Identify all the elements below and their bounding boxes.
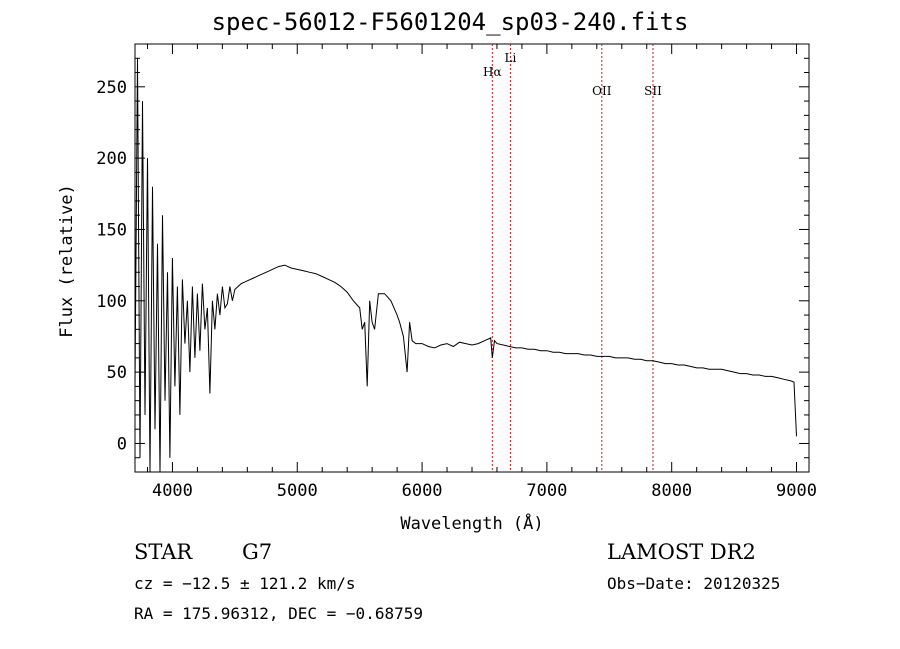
x-tick-label: 8000 [651, 481, 692, 501]
spectral-line-label: Li [505, 51, 517, 65]
observation-date: Obs−Date: 20120325 [607, 574, 781, 593]
y-tick-labels: 0 50 100 150 200 250 [96, 78, 127, 455]
y-tick-label: 100 [96, 292, 127, 312]
chart-title: spec-56012-F5601204_sp03-240.fits [211, 8, 689, 36]
redshift-info: cz = −12.5 ± 121.2 km/s [134, 574, 356, 593]
y-tick-label: 0 [117, 434, 127, 454]
object-subclass: G7 [242, 540, 273, 564]
spectral-line-label: Hα [483, 65, 502, 79]
spectral-line-label: OII [592, 84, 612, 98]
survey-name: LAMOST DR2 [607, 540, 756, 564]
y-tick-label: 200 [96, 149, 127, 169]
x-tick-labels: 4000 5000 6000 7000 8000 9000 [152, 481, 817, 501]
spectral-line-markers [491, 44, 654, 472]
object-class: STAR [134, 540, 193, 564]
spectrum-series-line [134, 58, 797, 473]
x-axis-label: Wavelength (Å) [400, 512, 543, 534]
coordinates-info: RA = 175.96312, DEC = −0.68759 [134, 604, 423, 623]
plot-frame [134, 43, 810, 473]
y-axis-label: Flux (relative) [57, 184, 77, 338]
x-tick-label: 9000 [776, 481, 817, 501]
axis-ticks [135, 44, 809, 472]
y-tick-label: 150 [96, 220, 127, 240]
x-tick-label: 7000 [526, 481, 567, 501]
x-tick-label: 5000 [277, 481, 318, 501]
x-tick-label: 4000 [152, 481, 193, 501]
x-tick-label: 6000 [402, 481, 443, 501]
spectral-line-label: SII [644, 84, 662, 98]
y-tick-label: 250 [96, 78, 127, 98]
y-tick-label: 50 [107, 363, 127, 383]
